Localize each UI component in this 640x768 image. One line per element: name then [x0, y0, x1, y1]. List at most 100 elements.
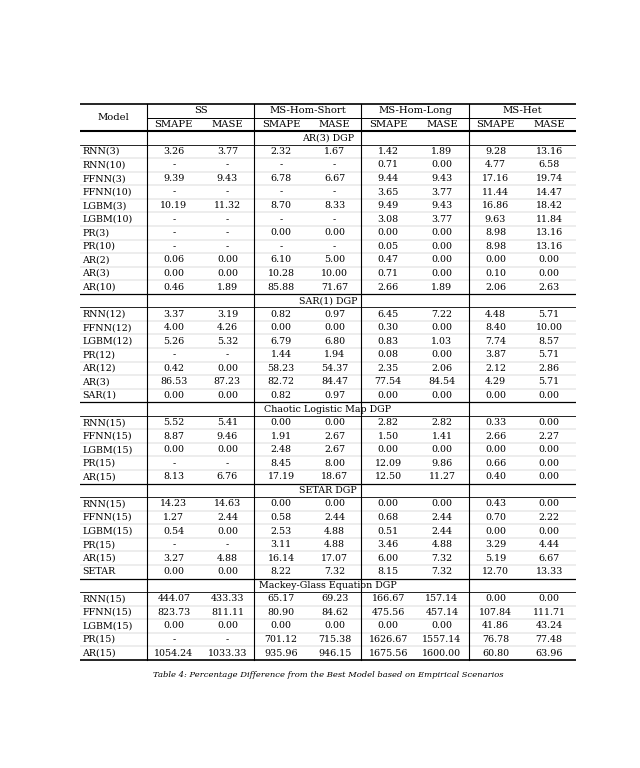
Text: 0.00: 0.00	[539, 499, 560, 508]
Text: 0.08: 0.08	[378, 350, 399, 359]
Text: 0.97: 0.97	[324, 310, 345, 319]
Text: 4.29: 4.29	[485, 377, 506, 386]
Text: PR(12): PR(12)	[83, 350, 115, 359]
Text: 1.67: 1.67	[324, 147, 345, 156]
Text: 71.67: 71.67	[321, 283, 348, 292]
Text: 0.00: 0.00	[324, 228, 345, 237]
Text: 6.45: 6.45	[378, 310, 399, 319]
Text: 77.48: 77.48	[536, 635, 563, 644]
Text: 946.15: 946.15	[318, 649, 351, 657]
Text: 4.88: 4.88	[324, 540, 345, 549]
Text: 4.88: 4.88	[431, 540, 452, 549]
Text: 1675.56: 1675.56	[369, 649, 408, 657]
Text: AR(3): AR(3)	[83, 377, 110, 386]
Text: 0.00: 0.00	[163, 391, 184, 400]
Text: 1.44: 1.44	[271, 350, 292, 359]
Text: 5.19: 5.19	[485, 554, 506, 563]
Text: RNN(10): RNN(10)	[83, 161, 126, 170]
Text: 1.27: 1.27	[163, 513, 184, 522]
Text: 0.00: 0.00	[485, 594, 506, 604]
Text: AR(15): AR(15)	[83, 472, 116, 482]
Text: -: -	[226, 635, 229, 644]
Text: -: -	[172, 458, 175, 468]
Text: 0.33: 0.33	[485, 418, 506, 427]
Text: 0.05: 0.05	[378, 242, 399, 251]
Text: 5.71: 5.71	[539, 350, 560, 359]
Text: 0.00: 0.00	[217, 527, 238, 535]
Text: 1557.14: 1557.14	[422, 635, 461, 644]
Text: 85.88: 85.88	[268, 283, 294, 292]
Text: 7.32: 7.32	[324, 568, 345, 576]
Text: 16.86: 16.86	[482, 201, 509, 210]
Text: 0.00: 0.00	[431, 350, 452, 359]
Text: 10.00: 10.00	[536, 323, 563, 333]
Text: 63.96: 63.96	[536, 649, 563, 657]
Text: 935.96: 935.96	[264, 649, 298, 657]
Text: 2.66: 2.66	[378, 283, 399, 292]
Text: 14.47: 14.47	[536, 187, 563, 197]
Text: 8.45: 8.45	[271, 458, 292, 468]
Text: MS-Hom-Long: MS-Hom-Long	[378, 106, 452, 115]
Text: 5.32: 5.32	[217, 336, 238, 346]
Text: 3.37: 3.37	[163, 310, 184, 319]
Text: FFNN(3): FFNN(3)	[83, 174, 126, 183]
Text: 2.27: 2.27	[539, 432, 560, 441]
Text: LGBM(15): LGBM(15)	[83, 527, 133, 535]
Text: FFNN(10): FFNN(10)	[83, 187, 132, 197]
Text: 8.57: 8.57	[539, 336, 560, 346]
Text: 2.82: 2.82	[431, 418, 452, 427]
Text: 5.52: 5.52	[163, 418, 184, 427]
Text: 0.47: 0.47	[378, 256, 399, 264]
Text: 6.67: 6.67	[324, 174, 346, 183]
Text: 1054.24: 1054.24	[154, 649, 193, 657]
Text: Mackey-Glass Equation DGP: Mackey-Glass Equation DGP	[259, 581, 397, 590]
Text: -: -	[172, 350, 175, 359]
Text: 11.32: 11.32	[214, 201, 241, 210]
Text: 0.00: 0.00	[539, 418, 560, 427]
Text: PR(3): PR(3)	[83, 228, 109, 237]
Text: 0.00: 0.00	[324, 323, 345, 333]
Text: 2.44: 2.44	[324, 513, 345, 522]
Text: 17.19: 17.19	[268, 472, 294, 482]
Text: PR(15): PR(15)	[83, 540, 116, 549]
Text: 1626.67: 1626.67	[369, 635, 408, 644]
Text: 4.88: 4.88	[217, 554, 238, 563]
Text: 6.10: 6.10	[271, 256, 292, 264]
Text: SMAPE: SMAPE	[476, 120, 515, 129]
Text: 0.00: 0.00	[324, 499, 345, 508]
Text: 5.26: 5.26	[163, 336, 184, 346]
Text: 0.51: 0.51	[378, 527, 399, 535]
Text: 111.71: 111.71	[532, 608, 566, 617]
Text: 0.00: 0.00	[485, 527, 506, 535]
Text: 0.00: 0.00	[271, 228, 292, 237]
Text: 107.84: 107.84	[479, 608, 512, 617]
Text: 9.43: 9.43	[217, 174, 238, 183]
Text: 2.44: 2.44	[431, 527, 452, 535]
Text: 13.16: 13.16	[536, 147, 563, 156]
Text: 0.82: 0.82	[271, 310, 292, 319]
Text: 3.19: 3.19	[217, 310, 238, 319]
Text: 8.00: 8.00	[324, 458, 345, 468]
Text: SMAPE: SMAPE	[155, 120, 193, 129]
Text: -: -	[280, 242, 283, 251]
Text: MASE: MASE	[212, 120, 243, 129]
Text: -: -	[172, 228, 175, 237]
Text: RNN(15): RNN(15)	[83, 594, 126, 604]
Text: LGBM(3): LGBM(3)	[83, 201, 127, 210]
Text: -: -	[226, 228, 229, 237]
Text: 8.15: 8.15	[378, 568, 399, 576]
Text: -: -	[280, 161, 283, 170]
Text: 9.86: 9.86	[431, 458, 452, 468]
Text: MS-Het: MS-Het	[502, 106, 542, 115]
Text: 2.06: 2.06	[431, 364, 452, 373]
Text: 18.42: 18.42	[536, 201, 563, 210]
Text: 0.00: 0.00	[217, 445, 238, 454]
Text: 0.00: 0.00	[271, 621, 292, 631]
Text: LGBM(10): LGBM(10)	[83, 215, 132, 223]
Text: 0.00: 0.00	[217, 621, 238, 631]
Text: 6.00: 6.00	[378, 554, 399, 563]
Text: 18.67: 18.67	[321, 472, 348, 482]
Text: PR(15): PR(15)	[83, 458, 116, 468]
Text: 87.23: 87.23	[214, 377, 241, 386]
Text: 2.67: 2.67	[324, 432, 345, 441]
